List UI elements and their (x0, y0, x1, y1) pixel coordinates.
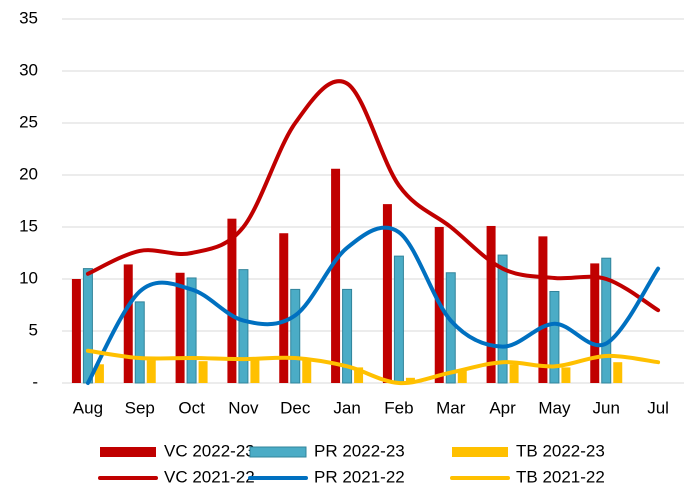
bar (279, 233, 289, 383)
y-tick-label: 20 (19, 164, 38, 183)
y-tick-label: 25 (19, 112, 38, 131)
bar (382, 204, 392, 383)
bar (590, 263, 600, 383)
bar (457, 370, 467, 383)
bar (549, 290, 560, 384)
y-tick-label: 30 (19, 60, 38, 79)
bar (94, 364, 104, 383)
x-tick-label: May (538, 398, 571, 417)
bar (198, 361, 208, 383)
bar (601, 257, 612, 384)
bar (82, 268, 93, 384)
legend-swatch (100, 447, 156, 457)
bar (123, 264, 133, 383)
bar (146, 360, 156, 383)
bar (134, 301, 145, 384)
x-tick-label: Sep (125, 398, 155, 417)
legend-swatch (249, 446, 307, 458)
bar (561, 367, 571, 383)
x-tick-label: Aug (73, 398, 103, 417)
bar (186, 277, 197, 384)
bar (509, 364, 519, 383)
bar (613, 362, 623, 383)
y-tick-label: - (32, 372, 38, 391)
legend-label: PR 2021-22 (314, 467, 405, 486)
line (85, 348, 661, 386)
legend-label: VC 2022-23 (164, 441, 255, 460)
x-tick-label: Jun (593, 398, 620, 417)
x-tick-label: Jul (647, 398, 669, 417)
x-tick-label: Jan (333, 398, 360, 417)
x-tick-label: Nov (228, 398, 259, 417)
bar (354, 367, 364, 383)
y-tick-label: 15 (19, 216, 38, 235)
bar (486, 225, 496, 383)
legend-swatch (452, 447, 508, 457)
legend-label: TB 2022-23 (516, 441, 605, 460)
bar (71, 279, 81, 383)
y-tick-label: 35 (19, 8, 38, 27)
legend-label: TB 2021-22 (516, 467, 605, 486)
y-tick-label: 5 (29, 320, 38, 339)
legend-label: PR 2022-23 (314, 441, 405, 460)
line (85, 79, 661, 313)
bar (538, 236, 548, 383)
x-tick-label: Oct (178, 398, 205, 417)
y-tick-label: 10 (19, 268, 38, 287)
x-tick-label: Dec (280, 398, 311, 417)
x-tick-label: Mar (436, 398, 466, 417)
bar (445, 272, 456, 384)
bar (342, 288, 353, 384)
bar (250, 358, 260, 383)
bar (238, 269, 249, 384)
bar (302, 360, 312, 383)
x-tick-label: Apr (489, 398, 516, 417)
bar (393, 255, 404, 384)
bar (227, 218, 237, 383)
bar (331, 168, 341, 383)
bar (497, 254, 508, 384)
bar (175, 272, 185, 383)
x-tick-label: Feb (384, 398, 413, 417)
line (85, 225, 661, 385)
bar (290, 288, 301, 384)
legend-label: VC 2021-22 (164, 467, 255, 486)
